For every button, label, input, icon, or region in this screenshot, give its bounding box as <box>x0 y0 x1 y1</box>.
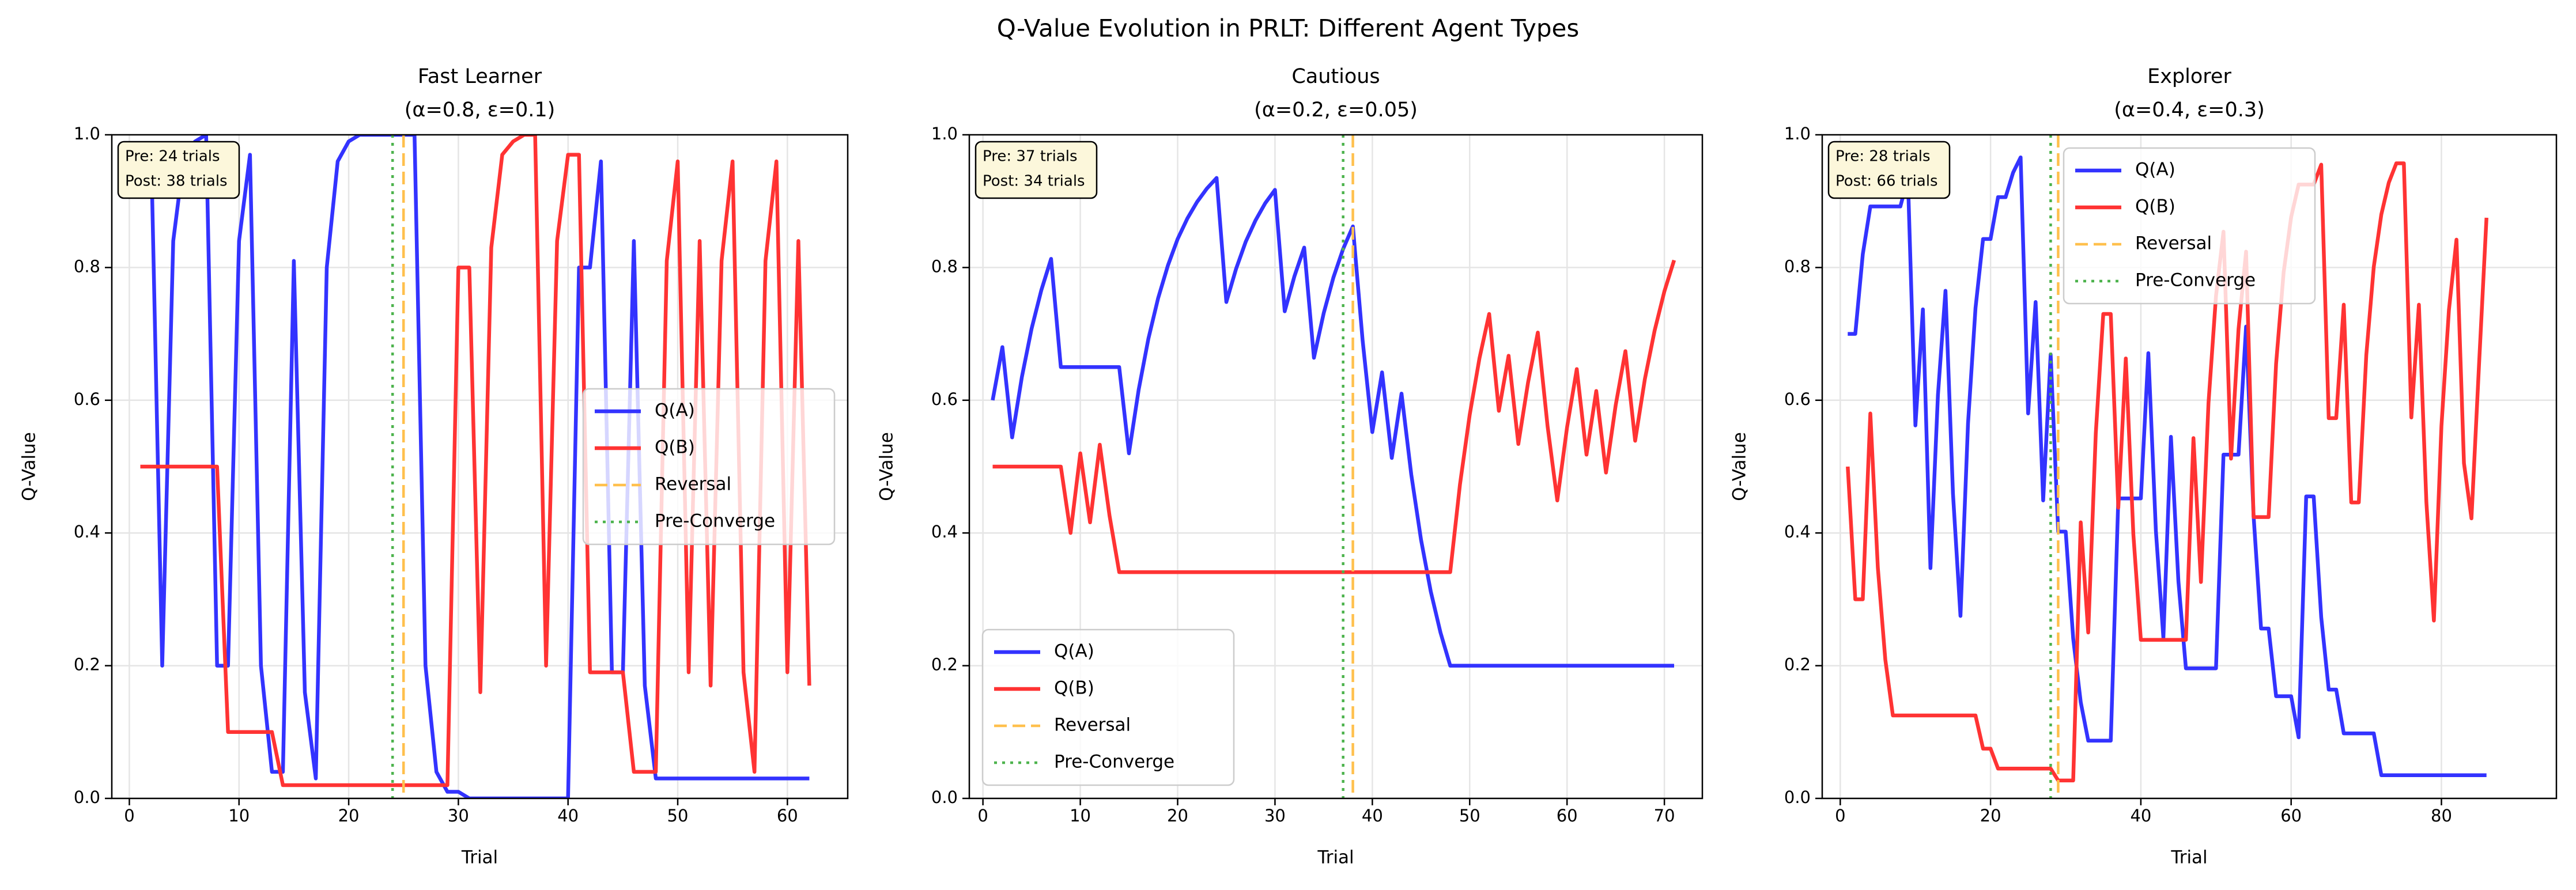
legend-label: Q(A) <box>1054 641 1094 662</box>
series-line <box>991 176 1674 668</box>
x-tick-label: 30 <box>1264 806 1286 825</box>
y-tick-label: 0.2 <box>1784 655 1811 675</box>
annotation: Pre: 24 trials Post: 38 trials <box>117 141 240 199</box>
legend: Q(A) Q(B) Reversal Pre-Converge <box>981 628 1235 786</box>
annotation-box <box>1827 141 1951 199</box>
y-tick-label: 0.4 <box>931 522 958 541</box>
legend: Q(A) Q(B) Reversal Pre-Converge <box>582 388 836 546</box>
annotation: Pre: 28 trials Post: 66 trials <box>1827 141 1951 199</box>
y-tick-label: 0.6 <box>74 389 100 409</box>
x-axis-label: Trial <box>461 847 498 868</box>
legend-label: Pre-Converge <box>1054 752 1174 772</box>
legend-label: Q(B) <box>1054 678 1094 699</box>
x-tick-label: 20 <box>1167 806 1188 825</box>
legend-label: Pre-Converge <box>2135 270 2256 291</box>
subplot-subtitle: (α=0.8, ε=0.1) <box>405 99 556 122</box>
y-tick-label: 0.8 <box>931 256 958 276</box>
x-tick-label: 0 <box>977 806 988 825</box>
x-tick-label: 60 <box>777 806 798 825</box>
annotation-box <box>117 141 240 199</box>
legend-label: Q(B) <box>2135 196 2175 217</box>
figure-title: Q-Value Evolution in PRLT: Different Age… <box>997 14 1580 43</box>
x-tick-label: 40 <box>1362 806 1383 825</box>
annotation-text: Pre: 24 trials <box>125 148 220 165</box>
series-line <box>992 259 1676 574</box>
x-tick-label: 20 <box>1980 806 2001 825</box>
y-tick-label: 0.0 <box>931 787 958 807</box>
annotation-text: Post: 38 trials <box>125 173 228 190</box>
subplot-title: Fast Learner <box>418 65 542 88</box>
series-line <box>140 135 811 787</box>
x-tick-label: 0 <box>124 806 134 825</box>
annotation: Pre: 37 trials Post: 34 trials <box>975 141 1098 199</box>
plot-area <box>991 135 1676 798</box>
subplot-title: Explorer <box>2147 65 2231 88</box>
annotation-text: Post: 34 trials <box>983 173 1085 190</box>
axes: 0.0 0.2 0.4 0.6 0.8 1.0 0 20 40 60 80 Explorer (α=0.… <box>1729 65 2558 868</box>
plot-area <box>1846 135 2488 798</box>
legend-label: Q(A) <box>2135 160 2175 180</box>
y-axis-label: Q-Value <box>877 432 897 501</box>
subplot-title: Cautious <box>1291 65 1380 88</box>
legend-label: Q(B) <box>655 437 695 458</box>
y-tick-label: 0.6 <box>931 389 958 409</box>
subplot-subtitle: (α=0.2, ε=0.05) <box>1254 99 1418 122</box>
x-axis-label: Trial <box>1317 847 1354 868</box>
x-tick-label: 20 <box>338 806 360 825</box>
x-tick-label: 0 <box>1835 806 1845 825</box>
y-axis-label: Q-Value <box>1729 432 1750 501</box>
axes-frame <box>111 134 849 800</box>
legend-label: Q(A) <box>655 400 695 421</box>
axes-frame <box>968 134 1704 800</box>
x-tick-label: 80 <box>2431 806 2452 825</box>
y-tick-label: 0.2 <box>74 655 100 675</box>
x-tick-label: 40 <box>2130 806 2151 825</box>
x-tick-label: 10 <box>228 806 250 825</box>
series-line <box>138 135 810 798</box>
y-tick-label: 0.6 <box>1784 389 1811 409</box>
series-line <box>1846 161 2488 783</box>
annotation-text: Post: 66 trials <box>1835 173 1938 190</box>
axes: 0.0 0.2 0.4 0.6 0.8 1.0 0 10 20 30 40 50 60 Fast Lear… <box>19 65 849 868</box>
y-tick-label: 1.0 <box>1784 124 1811 143</box>
y-tick-label: 0.2 <box>931 655 958 675</box>
x-tick-label: 60 <box>1557 806 1578 825</box>
plot-area <box>138 135 811 798</box>
legend-label: Reversal <box>655 474 731 495</box>
y-axis-label: Q-Value <box>19 432 40 501</box>
legend: Q(A) Q(B) Reversal Pre-Converge <box>2063 147 2316 305</box>
y-tick-label: 0.0 <box>74 787 100 807</box>
legend-label: Reversal <box>1054 715 1131 736</box>
axes-frame <box>1821 134 2558 800</box>
y-tick-label: 1.0 <box>931 124 958 143</box>
x-tick-label: 30 <box>448 806 469 825</box>
legend-label: Pre-Converge <box>655 511 775 532</box>
y-tick-label: 0.8 <box>74 256 100 276</box>
subplot-subtitle: (α=0.4, ε=0.3) <box>2114 99 2265 122</box>
y-tick-label: 1.0 <box>74 124 100 143</box>
legend-label: Reversal <box>2135 233 2212 254</box>
x-tick-label: 70 <box>1654 806 1675 825</box>
annotation-text: Pre: 28 trials <box>1835 148 1931 165</box>
legend-box <box>981 628 1235 786</box>
x-axis-label: Trial <box>2170 847 2207 868</box>
y-tick-label: 0.4 <box>1784 522 1811 541</box>
x-tick-label: 60 <box>2280 806 2302 825</box>
x-tick-label: 50 <box>667 806 689 825</box>
legend-box <box>582 388 836 546</box>
y-tick-label: 0.4 <box>74 522 100 541</box>
x-tick-label: 10 <box>1070 806 1091 825</box>
legend-box <box>2063 147 2316 305</box>
axes: 0.0 0.2 0.4 0.6 0.8 1.0 0 10 20 30 40 50 60 70 Cautiou… <box>877 65 1704 868</box>
x-tick-label: 50 <box>1459 806 1480 825</box>
annotation-text: Pre: 37 trials <box>983 148 1078 165</box>
series-line <box>1848 155 2487 777</box>
annotation-box <box>975 141 1098 199</box>
x-tick-label: 40 <box>557 806 579 825</box>
y-tick-label: 0.0 <box>1784 787 1811 807</box>
y-tick-label: 0.8 <box>1784 256 1811 276</box>
